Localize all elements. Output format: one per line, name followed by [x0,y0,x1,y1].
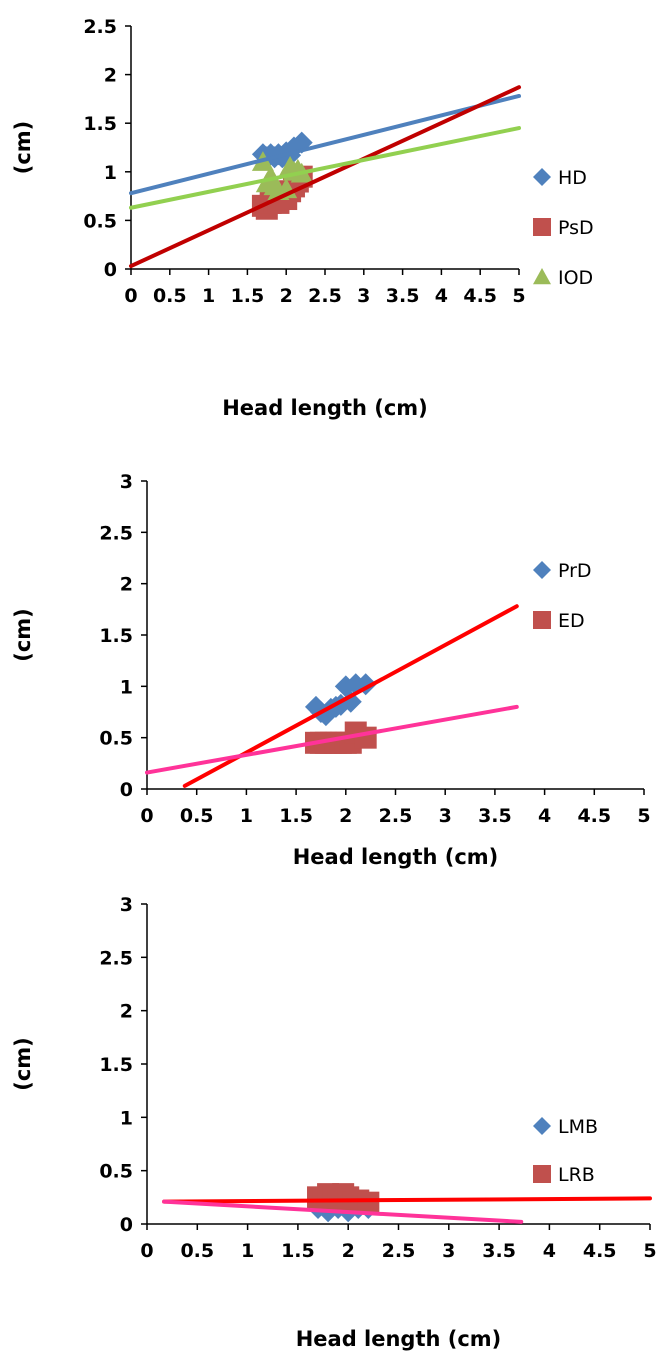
x-tick-label: 3 [357,285,370,307]
x-tick-label: 4.5 [463,285,497,307]
trendline-2 [162,1199,524,1224]
y-tick-label: 0 [120,779,133,801]
y-tick-label: 1 [120,1107,133,1129]
legend-label-lmb: LMB [558,1116,598,1138]
y-tick-label: 2 [120,574,133,596]
y-tick-label: 1 [104,162,117,184]
y-tick-label: 0 [104,259,117,281]
x-tick-label: 1 [202,285,215,307]
legend-marker-psd [533,218,551,236]
y-tick-label: 0.5 [99,1161,133,1183]
x-tick-label: 1 [240,805,253,827]
x-tick-label: 3.5 [482,1240,516,1262]
legend-label-psd: PsD [558,217,594,239]
y-tick-label: 1.5 [99,625,133,647]
x-tick-label: 4 [543,1240,556,1262]
x-tick-label: 4 [538,805,551,827]
y-tick-label: 0.5 [83,210,117,232]
y-axis-label: (cm) [11,121,35,175]
x-tick-label: 3 [442,1240,455,1262]
legend-label-iod: IOD [558,267,593,289]
trendline-1 [162,1196,652,1204]
trendline-3 [129,126,521,210]
legend-label-hd: HD [558,167,587,189]
x-axis-label: Head length (cm) [222,396,428,420]
y-tick-label: 2.5 [83,16,117,38]
y-tick-label: 3 [120,894,133,916]
y-tick-label: 1 [120,676,133,698]
legend-marker-iod [533,268,551,285]
x-tick-label: 3.5 [386,285,420,307]
x-tick-label: 2 [342,1240,355,1262]
y-tick-label: 0 [120,1214,133,1236]
legend-marker-lmb [533,1117,551,1135]
x-tick-label: 2.5 [379,805,413,827]
x-tick-label: 1.5 [231,285,265,307]
y-tick-label: 0.5 [99,728,133,750]
x-tick-label: 4 [435,285,448,307]
data-point-lrb [357,1191,380,1214]
x-tick-label: 0 [140,1240,153,1262]
legend-marker-lrb [533,1165,551,1183]
chart-1: 0 0.5 1 1.5 2 2.5 0 0.5 1 1.5 2 2.5 3 3.5 4 4.5 5 Head le… [11,16,594,420]
y-axis-label: (cm) [11,608,35,662]
x-tick-label: 4.5 [583,1240,617,1262]
chart-3: 0 0.5 1 1.5 2 2.5 3 0 0.5 1 1.5 2 2.5 3 3.5 4 4.5 5 Head l… [11,894,657,1351]
x-axis-label: Head length (cm) [293,845,499,869]
y-axis-label: (cm) [11,1037,35,1091]
x-tick-label: 3.5 [478,805,512,827]
y-tick-label: 2 [104,65,117,87]
x-tick-label: 0 [124,285,137,307]
trendline-1 [129,93,521,196]
y-tick-label: 2.5 [99,947,133,969]
legend-marker-hd [533,168,551,186]
x-tick-label: 2 [280,285,293,307]
trendline-2 [145,704,519,775]
x-tick-label: 4.5 [577,805,611,827]
x-tick-label: 1.5 [281,1240,315,1262]
x-tick-label: 1 [241,1240,254,1262]
y-tick-label: 2 [120,1001,133,1023]
x-tick-label: 5 [643,1240,656,1262]
x-tick-label: 2 [339,805,352,827]
x-axis-label: Head length (cm) [296,1327,502,1351]
x-tick-label: 0.5 [180,805,214,827]
legend-label-lrb: LRB [558,1164,595,1186]
x-tick-label: 0 [140,805,153,827]
chart-2: 0 0.5 1 1.5 2 2.5 3 0 0.5 1 1.5 2 2.5 3 3.5 4 4.5 5 Head l… [11,471,651,869]
y-tick-label: 1.5 [83,113,117,135]
data-point-ed [354,726,377,749]
x-tick-label: 2.5 [308,285,342,307]
x-tick-label: 0.5 [180,1240,214,1262]
legend-label-prd: PrD [558,560,592,582]
x-tick-label: 2.5 [382,1240,416,1262]
x-tick-label: 5 [512,285,525,307]
trendline-2 [129,85,521,269]
legend-marker-prd [533,561,551,579]
x-tick-label: 5 [637,805,650,827]
legend-marker-ed [533,611,551,629]
y-tick-label: 2.5 [99,522,133,544]
x-tick-label: 1.5 [279,805,313,827]
y-tick-label: 1.5 [99,1054,133,1076]
data-point-prd [339,690,362,713]
x-tick-label: 3 [439,805,452,827]
y-tick-label: 3 [120,471,133,493]
x-tick-label: 0.5 [153,285,187,307]
legend-label-ed: ED [558,610,585,632]
